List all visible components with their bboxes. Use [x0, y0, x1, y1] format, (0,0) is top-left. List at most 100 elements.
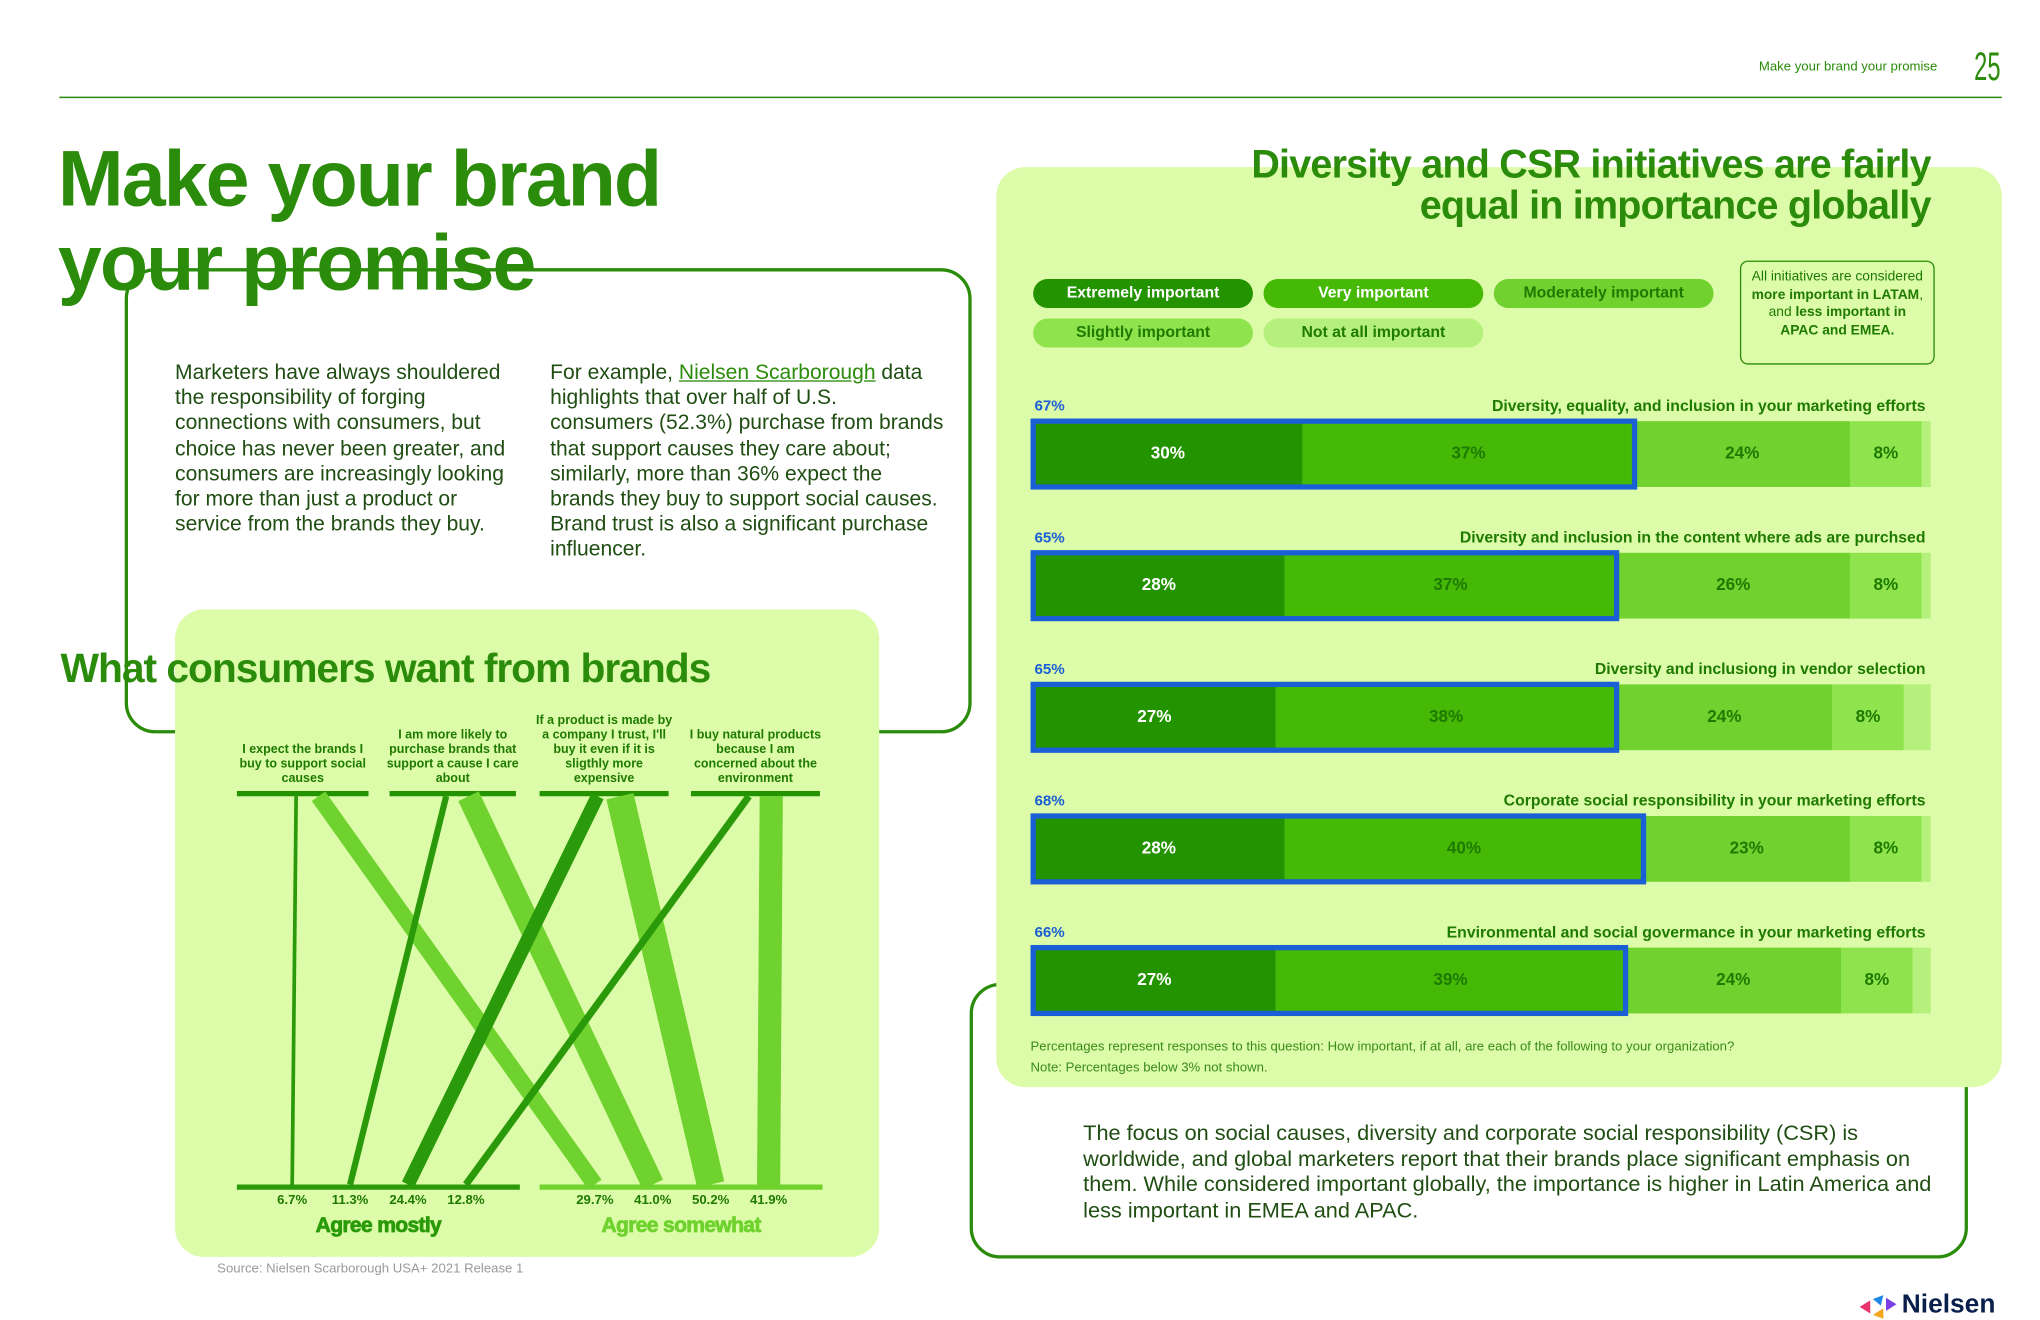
- logo-text: Nielsen: [1902, 1289, 1996, 1319]
- value-label: 11.3%: [332, 1192, 369, 1207]
- value-label: 24.4%: [389, 1192, 427, 1207]
- logo-mark: [1872, 1295, 1884, 1306]
- bar-segment: [1634, 421, 1850, 487]
- segment-label: 28%: [1142, 575, 1176, 594]
- page-title: Make your brand your promise: [57, 134, 662, 307]
- left-chart-title: What consumers want from brands: [60, 644, 712, 691]
- csr-chart: Extremely important Very important Moderat…: [1030, 279, 1931, 1017]
- segment-label: 28%: [1142, 838, 1176, 857]
- segment-label: 26%: [1716, 575, 1750, 594]
- flow-line: [347, 795, 450, 1186]
- segment-label: 40%: [1447, 838, 1481, 857]
- statement-label: I buy natural products because I am conc…: [689, 727, 822, 786]
- category-label: Diversity, equality, and inclusion in yo…: [1492, 398, 1926, 415]
- bar-segment: [1275, 684, 1617, 751]
- highlight-box: [1030, 944, 1629, 1017]
- legend-swatch: [1263, 318, 1484, 348]
- logo-mark: [1859, 1300, 1871, 1314]
- value-label: 41.0%: [634, 1192, 672, 1207]
- segment-label: 24%: [1707, 707, 1741, 726]
- legend-swatch: [1033, 318, 1253, 348]
- page-number: 25: [1974, 45, 2000, 89]
- intro-text: For example,: [550, 361, 679, 385]
- bar-segment: [1625, 947, 1842, 1014]
- category-label: Diversity and inclusion in the content w…: [1460, 529, 1926, 546]
- segment-label: 23%: [1730, 838, 1764, 857]
- logo-mark: [1886, 1297, 1897, 1311]
- note-text: less important in APAC and EMEA.: [1780, 304, 1907, 338]
- value-label: 50.2%: [692, 1192, 730, 1207]
- legend-label: Extremely important: [1067, 285, 1220, 302]
- bar-segment: [1284, 552, 1617, 619]
- total-label: 65%: [1034, 661, 1065, 678]
- flow-line: [757, 796, 783, 1185]
- total-label: 67%: [1034, 398, 1065, 415]
- bar-segment: [1849, 815, 1922, 882]
- footnote: Percentages represent responses to this …: [1030, 1039, 1735, 1055]
- value-label: 12.8%: [447, 1192, 485, 1207]
- bar-segment: [1921, 552, 1931, 619]
- bar-segment: [1275, 947, 1626, 1014]
- segment-label: 37%: [1433, 575, 1467, 594]
- logo-mark: [1872, 1308, 1884, 1319]
- segment-label: 8%: [1874, 575, 1899, 594]
- value-label: 29.7%: [576, 1192, 614, 1207]
- note-text: more important in LATAM: [1751, 286, 1920, 303]
- segment-label: 38%: [1429, 707, 1463, 726]
- flow-line: [311, 791, 602, 1190]
- statement-label: I expect the brands I buy to support soc…: [239, 742, 366, 786]
- category-label: Environmental and social govermance in y…: [1447, 924, 1926, 941]
- highlight-box: [1030, 813, 1647, 885]
- bar-segment: [1616, 684, 1833, 751]
- header-section: Make your brand your promise: [1759, 59, 1937, 74]
- segment-label: 27%: [1137, 707, 1171, 726]
- segment-label: 24%: [1716, 970, 1750, 989]
- bar-segment: [1921, 815, 1931, 882]
- bar-segment: [1033, 421, 1303, 487]
- bar-segment: [1643, 815, 1850, 882]
- legend-swatch: [1493, 279, 1714, 308]
- legend-label: Slightly important: [1076, 324, 1211, 341]
- bar-segment: [1903, 684, 1931, 751]
- group-label: Agree mostly: [316, 1214, 442, 1237]
- bar-segment: [1033, 947, 1276, 1014]
- right-chart-title: Diversity and CSR initiatives are fairly…: [1251, 143, 1931, 228]
- intro-left: Marketers have always shouldered the res…: [175, 361, 506, 536]
- bar-segment: [1841, 947, 1913, 1014]
- flow-line: [401, 793, 604, 1188]
- flow-line: [606, 793, 725, 1188]
- statement-label: I am more likely to purchase brands that…: [386, 727, 519, 786]
- segment-label: 24%: [1725, 444, 1759, 463]
- segment-label: 27%: [1137, 970, 1171, 989]
- legend-label: Not at all important: [1301, 324, 1446, 341]
- note-text: , and: [1768, 286, 1924, 321]
- legend-swatch: [1033, 279, 1253, 308]
- legend-label: Very important: [1318, 285, 1429, 302]
- category-label: Corporate social responsibility in your …: [1504, 793, 1926, 810]
- flow-line: [458, 791, 664, 1190]
- bar-segment: [1616, 552, 1850, 619]
- legend-label: Moderately important: [1523, 285, 1684, 302]
- category-label: Diversity and inclusiong in vendor selec…: [1595, 661, 1926, 678]
- bar-segment: [1921, 421, 1931, 487]
- consumer-chart: Agree somewhat 29.7% 41.0% 50.2% 41.9% Agree …: [236, 790, 823, 1238]
- note-box: All initiatives are considered more impo…: [1739, 260, 1935, 365]
- source: Source: Nielsen Scarborough USA+ 2021 Re…: [217, 1262, 524, 1277]
- intro-right: For example, Nielsen Scarborough data hi…: [550, 361, 945, 563]
- value-label: 41.9%: [750, 1192, 788, 1207]
- intro-link[interactable]: Nielsen Scarborough: [678, 361, 876, 385]
- highlight-box: [1030, 418, 1638, 490]
- segment-label: 8%: [1874, 838, 1899, 857]
- highlight-box: [1030, 550, 1620, 622]
- legend-swatch: [1263, 279, 1484, 308]
- segment-label: 39%: [1433, 970, 1467, 989]
- flow-line: [290, 796, 298, 1185]
- bar-segment: [1832, 684, 1904, 751]
- segment-label: 8%: [1865, 970, 1890, 989]
- segment-label: 8%: [1856, 707, 1881, 726]
- bar-segment: [1033, 815, 1285, 882]
- total-label: 68%: [1034, 793, 1065, 810]
